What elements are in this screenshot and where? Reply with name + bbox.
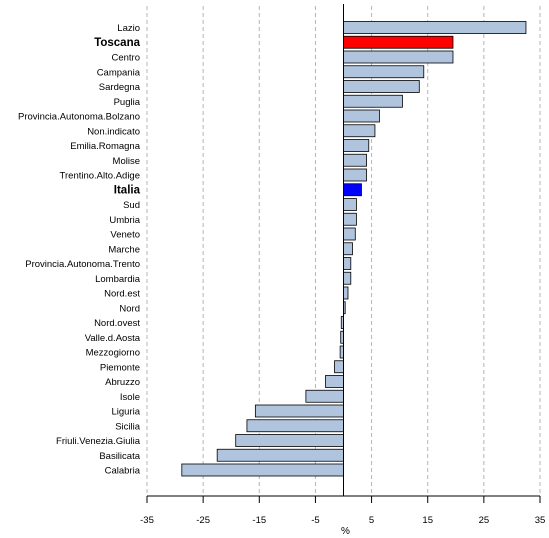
bar-lombardia bbox=[343, 271, 352, 285]
category-label: Campania bbox=[97, 67, 141, 78]
category-label: Sicilia bbox=[115, 421, 141, 432]
category-label: Friuli.Venezia.Giulia bbox=[56, 436, 141, 447]
category-label: Lazio bbox=[117, 23, 140, 34]
category-labels: Lazio Toscana Centro Campania Sardegna Puglia… bbox=[18, 23, 141, 477]
category-label: Provincia.Autonoma.Trento bbox=[25, 259, 140, 270]
bar-sud bbox=[343, 198, 357, 211]
x-tick-label: 35 bbox=[535, 515, 546, 526]
bar-piemonte bbox=[334, 360, 344, 374]
bar-nord-est bbox=[343, 286, 349, 300]
category-label: Abruzzo bbox=[105, 377, 140, 388]
category-label: Piemonte bbox=[100, 362, 140, 373]
bar-isole bbox=[305, 389, 344, 403]
x-tick-label: 15 bbox=[422, 515, 433, 526]
category-label: Emilia.Romagna bbox=[70, 141, 140, 152]
category-label: Basilicata bbox=[99, 451, 140, 462]
category-label: Puglia bbox=[114, 97, 141, 108]
category-label: Nord.est bbox=[104, 289, 140, 300]
category-label: Provincia.Autonoma.Bolzano bbox=[18, 112, 140, 123]
category-label: Non.indicato bbox=[87, 126, 140, 137]
bar-centro bbox=[343, 50, 454, 64]
bar-puglia bbox=[343, 94, 403, 108]
category-label: Valle.d.Aosta bbox=[85, 333, 141, 344]
bar-mezzogiorno bbox=[339, 345, 344, 359]
category-label: Mezzogiorno bbox=[86, 348, 140, 359]
x-axis-label: % bbox=[341, 526, 350, 537]
category-label: Italia bbox=[114, 184, 141, 196]
category-label: Calabria bbox=[105, 466, 141, 477]
category-label: Toscana bbox=[94, 37, 140, 49]
category-label: Molise bbox=[113, 156, 140, 167]
bars-group bbox=[181, 21, 527, 477]
category-label: Nord.ovest bbox=[94, 318, 140, 329]
category-label: Umbria bbox=[109, 215, 140, 226]
bar-emilia-romagna bbox=[343, 139, 370, 152]
category-label: Nord bbox=[119, 303, 140, 314]
category-label: Sud bbox=[123, 200, 140, 211]
bar-friuli-venezia-giulia bbox=[235, 434, 344, 447]
bar-sicilia bbox=[246, 419, 344, 433]
bar-liguria bbox=[254, 404, 344, 418]
bar-italia bbox=[343, 183, 362, 197]
bar-provincia-autonoma-trento bbox=[343, 257, 352, 270]
x-tick-label: 5 bbox=[369, 515, 374, 526]
category-label: Marche bbox=[108, 244, 140, 255]
category-label: Isole bbox=[120, 392, 140, 403]
bar-marche bbox=[343, 242, 353, 256]
category-label: Sardegna bbox=[99, 82, 141, 93]
bar-abruzzo bbox=[325, 375, 344, 388]
bar-calabria bbox=[181, 463, 344, 477]
bar-non-indicato bbox=[343, 124, 376, 138]
bar-sardegna bbox=[343, 80, 420, 93]
category-label: Lombardia bbox=[95, 274, 141, 285]
bar-campania bbox=[343, 65, 425, 79]
x-tick-label: 25 bbox=[479, 515, 490, 526]
x-tick-label: -15 bbox=[252, 515, 266, 526]
bar-basilicata bbox=[216, 448, 344, 462]
category-label: Trentino.Alto.Adige bbox=[60, 171, 140, 182]
bar-umbria bbox=[343, 212, 357, 226]
bar-molise bbox=[343, 153, 367, 167]
category-label: Veneto bbox=[110, 230, 140, 241]
category-label: Liguria bbox=[111, 407, 140, 418]
x-tick-label: -5 bbox=[311, 515, 319, 526]
x-tick-label: -35 bbox=[140, 515, 154, 526]
category-label: Centro bbox=[111, 53, 140, 64]
bar-toscana bbox=[343, 35, 454, 49]
bar-veneto bbox=[343, 227, 356, 241]
bar-lazio bbox=[343, 21, 527, 34]
bar-provincia-autonoma-bolzano bbox=[343, 109, 380, 123]
bar-trentino-alto-adige bbox=[343, 168, 367, 182]
x-tick-label: -25 bbox=[196, 515, 210, 526]
